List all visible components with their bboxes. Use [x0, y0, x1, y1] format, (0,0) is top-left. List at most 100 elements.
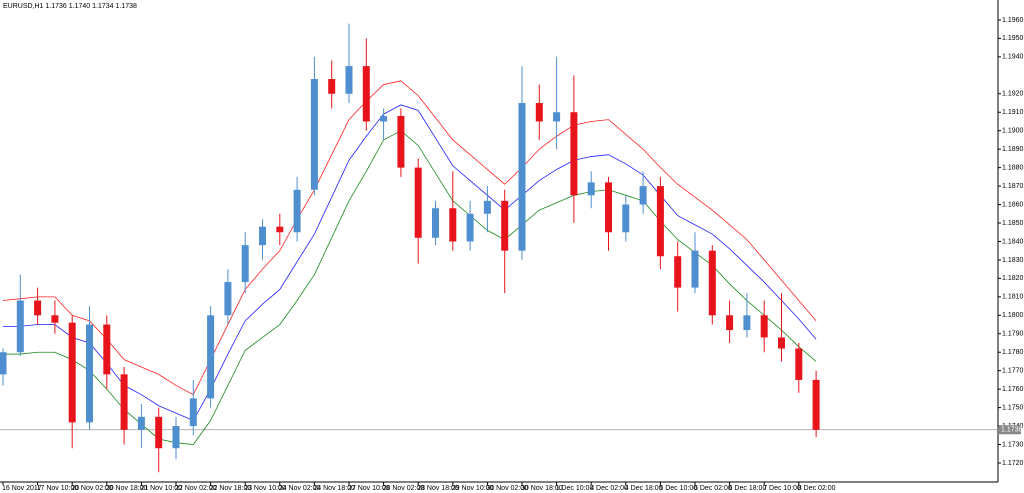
candle-body [120, 374, 128, 430]
candle-body [310, 79, 318, 190]
x-tick-label: 30 Nov 02:00 [486, 485, 528, 492]
candle-body [778, 337, 785, 349]
candle-body [795, 348, 803, 380]
y-tick-label: 1.1840 [1002, 238, 1024, 245]
candle-body [674, 256, 682, 288]
candle-body [639, 186, 647, 205]
y-tick-label: 1.1820 [1002, 275, 1024, 282]
price-tag: 1.1738 [1001, 427, 1023, 434]
y-tick-label: 1.1730 [1002, 441, 1024, 448]
candle-body [293, 189, 301, 233]
candle-body [743, 315, 751, 331]
candle-body [570, 112, 578, 196]
candle-body [726, 315, 734, 331]
x-tick-label: 24 Nov 02:00 [279, 485, 321, 492]
candle-body [760, 315, 768, 338]
candle-body [432, 208, 439, 238]
x-tick-label: 28 Nov 02:00 [383, 485, 425, 492]
candle-body [553, 112, 561, 122]
x-tick-label: 6 Dec 02:00 [694, 485, 732, 492]
y-tick-label: 1.1810 [1002, 294, 1024, 301]
candle-body [466, 213, 474, 242]
candle-body [812, 379, 820, 430]
y-tick-label: 1.1830 [1002, 257, 1024, 264]
candle-body [449, 208, 457, 242]
candle-body [328, 79, 336, 94]
y-tick-label: 1.1900 [1002, 128, 1024, 135]
x-tick-label: 30 Nov 18:00 [521, 485, 563, 492]
candle-body [501, 200, 509, 251]
y-tick-label: 1.1720 [1002, 460, 1024, 467]
candle-body [708, 250, 716, 316]
candle-body [380, 115, 388, 122]
y-tick-label: 1.1800 [1002, 312, 1024, 319]
x-tick-label: 17 Nov 10:00 [37, 485, 79, 492]
y-tick-label: 1.1860 [1002, 201, 1024, 208]
candle-body [16, 300, 24, 353]
band-line [2, 80, 817, 396]
y-tick-label: 1.1870 [1002, 183, 1024, 190]
x-tick-label: 22 Nov 02:00 [175, 485, 217, 492]
candle-body [691, 250, 699, 288]
x-tick-label: 16 Nov 2017 [2, 485, 42, 492]
candle-body [518, 103, 526, 251]
x-tick-label: 20 Nov 18:00 [106, 485, 148, 492]
candle-body [483, 200, 491, 214]
y-tick-label: 1.1880 [1002, 164, 1024, 171]
x-tick-label: 8 Dec 02:00 [798, 485, 836, 492]
candle-body [535, 103, 543, 122]
candle-body [0, 352, 7, 375]
candle-body [137, 416, 145, 430]
x-tick-label: 5 Dec 10:00 [659, 485, 697, 492]
candle-body [155, 416, 163, 449]
x-tick-label: 22 Nov 18:00 [210, 485, 252, 492]
y-tick-label: 1.1760 [1002, 386, 1024, 393]
x-tick-label: 6 Dec 18:00 [729, 485, 767, 492]
candle-body [34, 300, 42, 316]
candle-body [51, 315, 59, 323]
y-tick-label: 1.1940 [1002, 54, 1024, 61]
candle-body [86, 324, 93, 423]
candle-body [103, 324, 111, 375]
y-tick-label: 1.1790 [1002, 331, 1024, 338]
x-tick-label: 21 Nov 10:00 [140, 485, 182, 492]
y-tick-label: 1.1750 [1002, 404, 1024, 411]
x-tick-label: 23 Nov 10:00 [244, 485, 286, 492]
y-tick-label: 1.1770 [1002, 368, 1024, 375]
x-tick-label: 29 Nov 10:00 [452, 485, 494, 492]
candle-body [414, 167, 422, 238]
x-tick-label: 24 Nov 18:00 [313, 485, 355, 492]
y-tick-label: 1.1780 [1002, 349, 1024, 356]
candle-body [656, 186, 664, 257]
candle-body [587, 182, 595, 196]
x-tick-label: 7 Dec 10:00 [763, 485, 801, 492]
candle-body [189, 398, 197, 427]
x-tick-label: 4 Dec 02:00 [590, 485, 628, 492]
candle-body [259, 226, 266, 246]
y-tick-label: 1.1960 [1002, 17, 1024, 24]
x-tick-label: 1 Dec 10:00 [556, 485, 594, 492]
y-tick-label: 1.1910 [1002, 109, 1024, 116]
x-tick-label: 20 Nov 02:00 [71, 485, 113, 492]
candle-body [224, 282, 232, 316]
y-tick-label: 1.1850 [1002, 220, 1024, 227]
candle-body [605, 182, 612, 233]
candle-body [207, 315, 215, 399]
y-tick-label: 1.1890 [1002, 146, 1024, 153]
candle-body [622, 204, 630, 233]
candle-body [172, 426, 180, 449]
y-tick-label: 1.1920 [1002, 91, 1024, 98]
candle-body [241, 245, 249, 283]
x-tick-label: 28 Nov 18:00 [417, 485, 459, 492]
price-tag-box [999, 425, 1021, 435]
candle-body [397, 115, 405, 168]
chart-title: EURUSD,H1 1.1736 1.1740 1.1734 1.1738 [3, 3, 137, 10]
x-tick-label: 27 Nov 10:00 [348, 485, 390, 492]
candle-body [276, 226, 284, 233]
candle-body [362, 66, 370, 122]
candle-body [345, 66, 353, 94]
y-tick-label: 1.1950 [1002, 35, 1024, 42]
